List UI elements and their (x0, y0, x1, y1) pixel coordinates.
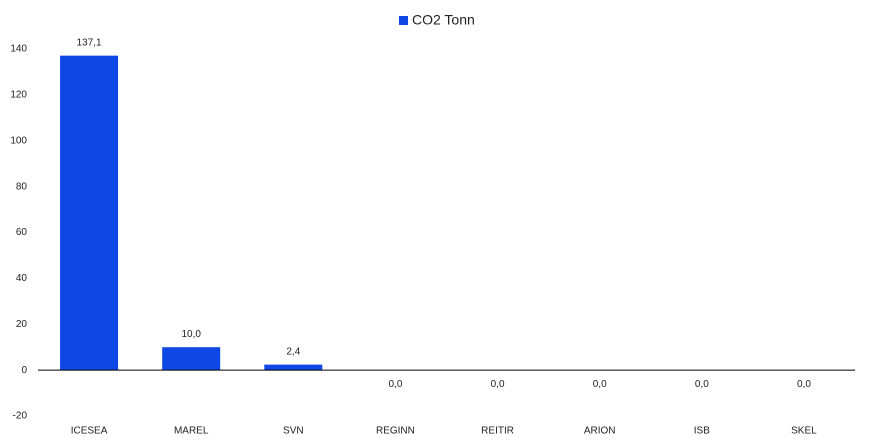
data-label: 0,0 (695, 379, 709, 390)
x-tick-label: REGINN (376, 426, 415, 437)
data-label: 2,4 (286, 346, 300, 357)
bar (264, 364, 323, 371)
x-tick-label: ISB (694, 426, 710, 437)
x-tick-label: SKEL (791, 426, 817, 437)
x-tick-label: ARION (584, 426, 616, 437)
y-tick-label: -20 (13, 411, 28, 422)
data-label: 0,0 (491, 379, 505, 390)
data-label: 137,1 (77, 37, 102, 48)
legend-label: CO2 Tonn (412, 12, 475, 28)
y-tick-label: 120 (10, 90, 27, 101)
y-tick-label: 40 (16, 273, 28, 284)
data-label: 0,0 (797, 379, 811, 390)
y-tick-label: 60 (16, 227, 28, 238)
data-label: 10,0 (181, 329, 201, 340)
bar (60, 55, 119, 371)
x-tick-label: ICESEA (71, 426, 108, 437)
y-tick-label: 0 (21, 365, 27, 376)
bar (162, 347, 221, 371)
legend-swatch (399, 16, 408, 25)
y-tick-label: 140 (10, 44, 27, 55)
x-tick-label: REITIR (481, 426, 514, 437)
y-tick-label: 20 (16, 319, 28, 330)
x-tick-label: MAREL (174, 426, 209, 437)
x-tick-label: SVN (283, 426, 304, 437)
data-label: 0,0 (593, 379, 607, 390)
y-tick-label: 100 (10, 135, 27, 146)
data-label: 0,0 (388, 379, 402, 390)
y-tick-label: 80 (16, 181, 28, 192)
